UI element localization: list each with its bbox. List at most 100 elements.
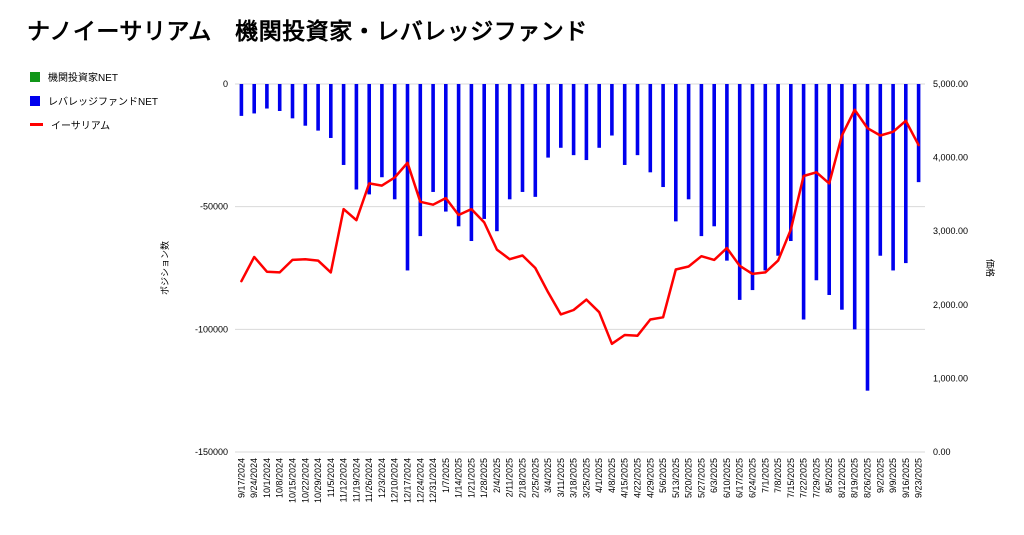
bar [239, 84, 244, 116]
bar [456, 84, 461, 227]
right-axis-tick-label: 2,000.00 [933, 300, 968, 310]
x-axis-tick-label: 7/22/2025 [799, 458, 809, 498]
bar [916, 84, 921, 183]
right-axis-tick-label: 3,000.00 [933, 226, 968, 236]
x-axis-tick-label: 5/27/2025 [696, 458, 706, 498]
x-axis-tick-label: 8/5/2025 [824, 458, 834, 493]
bar [584, 84, 589, 161]
x-axis-tick-label: 11/19/2024 [351, 458, 361, 502]
right-axis-tick-label: 0.00 [933, 447, 951, 457]
bar [316, 84, 320, 131]
bar [891, 84, 895, 271]
price-line [240, 108, 920, 346]
bar [610, 84, 614, 136]
x-axis-tick-label: 2/25/2025 [530, 458, 540, 498]
x-axis-tick-label: 6/10/2025 [722, 458, 732, 498]
x-axis-tick-label: 5/6/2025 [658, 458, 668, 493]
bar [367, 84, 371, 195]
x-axis-tick-label: 1/14/2025 [454, 458, 464, 498]
x-axis-tick-label: 11/26/2024 [364, 458, 374, 502]
bar [750, 84, 755, 291]
x-axis-tick-label: 7/29/2025 [811, 458, 821, 498]
bar [597, 84, 601, 148]
x-axis-tick-label: 5/13/2025 [671, 458, 681, 498]
legend-swatch-green-icon [30, 71, 40, 82]
right-axis-tick-label: 1,000.00 [933, 373, 968, 383]
bar [431, 84, 435, 192]
legend-swatch-red-line-icon [30, 123, 43, 126]
x-axis-tick-label: 11/5/2024 [326, 458, 336, 497]
x-axis-tick-label: 1/7/2025 [441, 458, 451, 493]
bar [712, 84, 716, 227]
bar [814, 84, 819, 281]
x-axis-tick-label: 3/25/2025 [581, 458, 591, 498]
bar [878, 84, 883, 256]
x-axis-tick-label: 8/19/2025 [850, 458, 860, 498]
right-axis-tick-label: 5,000.00 [933, 79, 968, 89]
x-axis-tick-label: 9/9/2025 [888, 458, 898, 493]
left-axis-tick-label: -100000 [195, 324, 228, 334]
bar [865, 84, 870, 391]
bar [661, 84, 665, 188]
x-axis-tick-label: 3/11/2025 [556, 458, 566, 497]
x-axis-tick-label: 9/16/2025 [901, 458, 911, 498]
x-axis-tick-label: 6/3/2025 [709, 458, 719, 493]
x-axis-tick-label: 5/20/2025 [684, 458, 694, 498]
bar [380, 84, 384, 178]
bar [341, 84, 346, 165]
x-axis-tick-label: 10/15/2024 [288, 458, 298, 503]
x-axis-tick-label: 9/24/2024 [249, 458, 259, 498]
bar [329, 84, 333, 138]
bar [444, 84, 448, 212]
bar [559, 84, 563, 148]
x-axis-tick-label: 3/18/2025 [569, 458, 579, 498]
x-axis-tick-label: 9/2/2025 [875, 458, 885, 493]
bar [482, 84, 486, 219]
legend-label-leverage-fund-net: レバレッジファンドNET [48, 97, 158, 108]
x-axis-tick-label: 12/17/2024 [403, 458, 413, 503]
bar [622, 84, 627, 165]
bar [648, 84, 653, 173]
x-axis-tick-label: 4/8/2025 [607, 458, 617, 493]
bar [507, 84, 512, 200]
left-axis-tick-label: -50000 [200, 202, 228, 212]
bar [904, 84, 908, 264]
x-axis-tick-label: 4/22/2025 [633, 458, 643, 498]
x-axis-tick-label: 4/29/2025 [645, 458, 655, 498]
right-axis-title: 価格 [985, 259, 996, 277]
x-axis-tick-label: 1/21/2025 [466, 458, 476, 498]
x-axis-tick-label: 2/11/2025 [505, 458, 515, 497]
x-axis-tick-label: 10/1/2024 [262, 458, 272, 498]
bar [252, 84, 256, 114]
bar [635, 84, 640, 156]
bar [546, 84, 550, 158]
x-axis-tick-label: 10/29/2024 [313, 458, 323, 503]
x-axis-tick-label: 3/4/2025 [543, 458, 553, 493]
x-axis-tick-label: 7/8/2025 [773, 458, 783, 493]
x-axis-tick-label: 12/10/2024 [390, 458, 400, 503]
legend-item-institutional-net: 機関投資家NET [30, 71, 158, 84]
bar [495, 84, 499, 232]
legend-item-ethereum: イーサリアム [30, 119, 158, 132]
x-axis-tick-label: 6/17/2025 [735, 458, 745, 498]
bar [737, 84, 742, 300]
left-axis-tick-label: -150000 [195, 447, 228, 457]
x-axis-tick-label: 8/26/2025 [863, 458, 873, 498]
left-axis-title: ポジション数 [159, 241, 170, 295]
bar [763, 84, 768, 271]
bar [725, 84, 729, 261]
legend-label-ethereum: イーサリアム [51, 121, 111, 132]
x-axis-tick-label: 9/17/2024 [236, 458, 246, 498]
x-axis-tick-label: 8/12/2025 [837, 458, 847, 498]
bar [776, 84, 780, 256]
x-axis-tick-label: 2/4/2025 [492, 458, 502, 493]
bar [354, 84, 359, 190]
x-axis-tick-label: 10/22/2024 [300, 458, 310, 503]
bar [418, 84, 423, 237]
x-axis-tick-label: 7/1/2025 [760, 458, 770, 493]
bar [520, 84, 525, 192]
legend-item-leverage-fund-net: レバレッジファンドNET [30, 95, 158, 108]
bar [265, 84, 269, 109]
